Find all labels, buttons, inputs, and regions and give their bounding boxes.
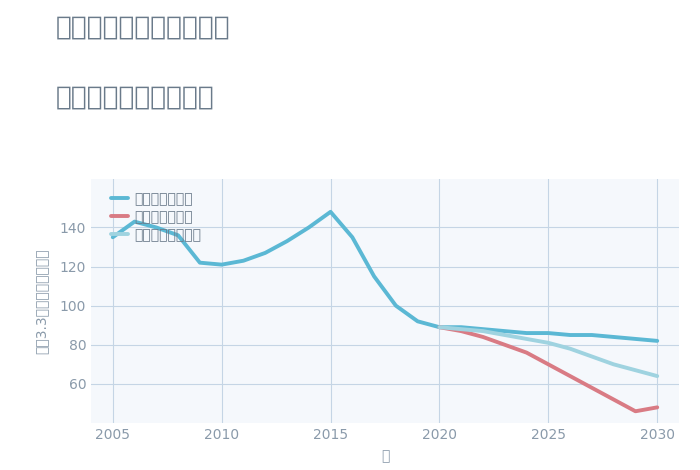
- バッドシナリオ: [610, 397, 618, 402]
- グッドシナリオ: [566, 332, 574, 338]
- Line: バッドシナリオ: バッドシナリオ: [440, 327, 657, 411]
- Y-axis label: 坪（3.3㎡）単価（万円）: 坪（3.3㎡）単価（万円）: [35, 248, 49, 353]
- バッドシナリオ: [457, 328, 466, 334]
- ノーマルシナリオ: [457, 326, 466, 332]
- ノーマルシナリオ: [522, 336, 531, 342]
- Text: 中古戸建ての価格推移: 中古戸建ての価格推移: [56, 85, 215, 110]
- X-axis label: 年: 年: [381, 449, 389, 463]
- バッドシナリオ: [588, 385, 596, 391]
- ノーマルシナリオ: [631, 368, 640, 373]
- ノーマルシナリオ: [566, 346, 574, 352]
- Line: ノーマルシナリオ: ノーマルシナリオ: [440, 327, 657, 376]
- グッドシナリオ: [304, 225, 313, 230]
- Legend: グッドシナリオ, バッドシナリオ, ノーマルシナリオ: グッドシナリオ, バッドシナリオ, ノーマルシナリオ: [106, 186, 207, 248]
- グッドシナリオ: [522, 330, 531, 336]
- グッドシナリオ: [239, 258, 248, 264]
- グッドシナリオ: [370, 274, 378, 279]
- グッドシナリオ: [544, 330, 552, 336]
- バッドシナリオ: [500, 342, 509, 348]
- グッドシナリオ: [152, 225, 160, 230]
- グッドシナリオ: [479, 326, 487, 332]
- グッドシナリオ: [108, 235, 117, 240]
- グッドシナリオ: [435, 324, 444, 330]
- グッドシナリオ: [196, 260, 204, 266]
- グッドシナリオ: [283, 238, 291, 244]
- グッドシナリオ: [348, 235, 356, 240]
- グッドシナリオ: [500, 328, 509, 334]
- バッドシナリオ: [544, 361, 552, 367]
- グッドシナリオ: [218, 262, 226, 267]
- グッドシナリオ: [414, 319, 422, 324]
- グッドシナリオ: [261, 250, 270, 256]
- バッドシナリオ: [435, 324, 444, 330]
- グッドシナリオ: [130, 219, 139, 225]
- ノーマルシナリオ: [544, 340, 552, 345]
- Line: グッドシナリオ: グッドシナリオ: [113, 212, 657, 341]
- グッドシナリオ: [392, 303, 400, 308]
- グッドシナリオ: [174, 233, 182, 238]
- ノーマルシナリオ: [500, 332, 509, 338]
- ノーマルシナリオ: [610, 361, 618, 367]
- ノーマルシナリオ: [479, 328, 487, 334]
- グッドシナリオ: [326, 209, 335, 215]
- バッドシナリオ: [479, 334, 487, 340]
- バッドシナリオ: [653, 405, 662, 410]
- グッドシナリオ: [631, 336, 640, 342]
- グッドシナリオ: [610, 334, 618, 340]
- グッドシナリオ: [653, 338, 662, 344]
- グッドシナリオ: [457, 324, 466, 330]
- バッドシナリオ: [631, 408, 640, 414]
- グッドシナリオ: [588, 332, 596, 338]
- ノーマルシナリオ: [653, 373, 662, 379]
- バッドシナリオ: [522, 350, 531, 355]
- バッドシナリオ: [566, 373, 574, 379]
- ノーマルシナリオ: [435, 324, 444, 330]
- ノーマルシナリオ: [588, 354, 596, 360]
- Text: 兵庫県神崎郡神河町杉の: 兵庫県神崎郡神河町杉の: [56, 14, 230, 40]
